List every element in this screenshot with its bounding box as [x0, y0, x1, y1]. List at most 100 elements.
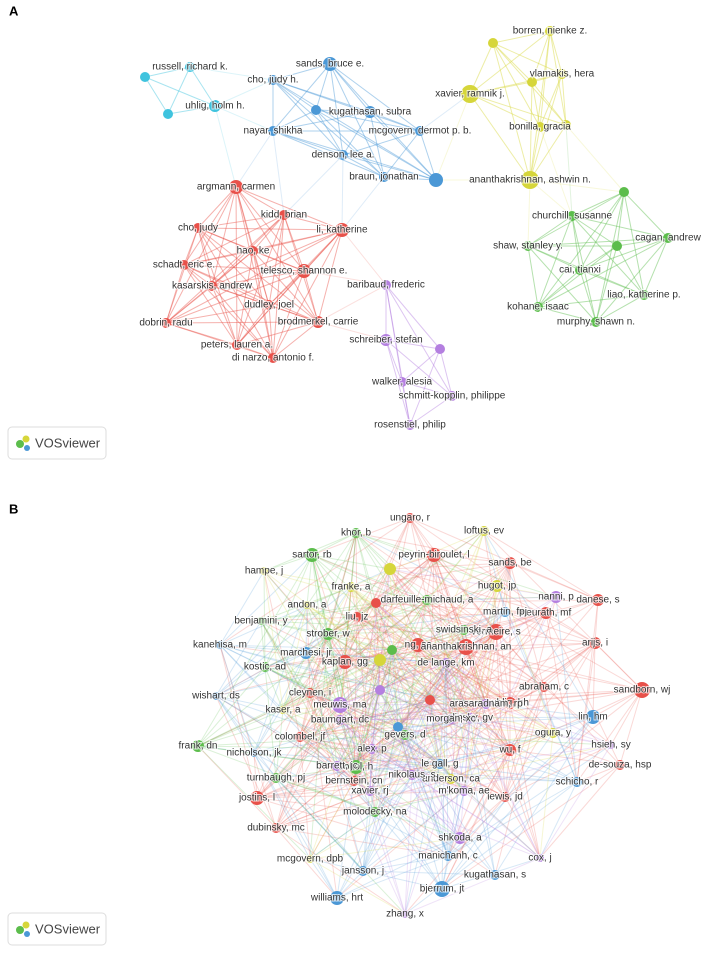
- edge: [165, 264, 185, 324]
- edge: [383, 176, 437, 181]
- edge: [219, 517, 411, 646]
- edge: [379, 659, 431, 701]
- node: [260, 662, 270, 672]
- edge: [282, 709, 355, 782]
- edge: [197, 666, 266, 747]
- node-label: churchill, susanne: [532, 211, 612, 222]
- node: [446, 714, 456, 724]
- edge: [275, 704, 341, 829]
- edge: [260, 599, 428, 622]
- edge: [391, 649, 511, 751]
- edge: [339, 659, 381, 706]
- node: [447, 391, 457, 401]
- edge: [576, 764, 621, 783]
- edge: [183, 264, 274, 359]
- node: [322, 628, 334, 640]
- edge: [327, 633, 341, 706]
- edge: [336, 837, 461, 899]
- edge: [469, 717, 496, 876]
- edge: [306, 604, 357, 768]
- edge: [429, 699, 452, 780]
- node: [575, 265, 585, 275]
- edge: [426, 596, 557, 601]
- edge: [336, 732, 554, 767]
- edge: [183, 264, 270, 306]
- edge: [264, 666, 487, 705]
- node-label: sandborn, wj: [614, 685, 671, 696]
- edge: [327, 633, 371, 792]
- node-label: kaplan, gg: [322, 657, 368, 668]
- edge: [463, 629, 545, 688]
- node-label: peyrin-biroulet, l: [398, 550, 469, 561]
- edge: [215, 695, 284, 711]
- edge: [253, 752, 441, 765]
- node-label: sokol, h: [339, 762, 373, 773]
- edge: [339, 719, 443, 890]
- edge: [362, 649, 393, 872]
- edge: [463, 562, 511, 631]
- node-label: murphy, shawn n.: [557, 317, 635, 328]
- edge: [579, 269, 597, 323]
- node: [161, 318, 171, 328]
- edge: [429, 699, 554, 734]
- edge: [264, 666, 277, 779]
- edge: [272, 63, 331, 132]
- edge: [215, 620, 262, 697]
- node-label: darfeuille-michaud, a: [381, 595, 474, 606]
- node-label: bernstein, cn: [325, 776, 382, 787]
- edge: [492, 42, 563, 75]
- edge: [465, 646, 511, 751]
- edge: [433, 554, 452, 720]
- edge: [379, 689, 511, 751]
- node: [490, 870, 500, 880]
- edge: [537, 269, 581, 308]
- node: [639, 290, 649, 300]
- edge: [369, 748, 373, 792]
- edge: [309, 646, 467, 694]
- node-label: hugot, jp: [478, 581, 517, 592]
- edge: [409, 517, 452, 720]
- node: [634, 682, 650, 698]
- edge: [429, 699, 441, 765]
- edge: [445, 662, 511, 704]
- edge: [219, 644, 381, 691]
- node-label: cai, tianxi: [559, 265, 601, 276]
- edge: [339, 699, 431, 706]
- edge: [339, 704, 371, 792]
- edge: [375, 602, 441, 765]
- edge: [374, 649, 393, 813]
- edge: [495, 631, 621, 766]
- edge: [469, 93, 541, 128]
- frame: A VOSviewer B VOSviewer: [7, 3, 107, 946]
- edge: [264, 532, 357, 668]
- edge: [545, 612, 596, 644]
- edge: [272, 63, 331, 81]
- edge: [144, 66, 191, 78]
- node-label: lin, hm: [578, 712, 607, 723]
- edge: [355, 532, 471, 719]
- edge: [374, 790, 465, 813]
- edge: [355, 718, 452, 768]
- edge: [339, 719, 461, 839]
- edge: [311, 554, 357, 768]
- edge: [165, 227, 199, 324]
- edge: [375, 599, 428, 604]
- node-label: baribaud, frederic: [347, 280, 425, 291]
- edge: [385, 339, 453, 397]
- edge: [353, 649, 393, 782]
- edge: [529, 124, 567, 181]
- edge: [356, 616, 447, 664]
- edge: [463, 744, 612, 792]
- watermark-logo: [16, 926, 24, 934]
- edge: [379, 517, 411, 661]
- edge: [336, 855, 449, 899]
- node: [411, 638, 425, 652]
- edge: [463, 596, 557, 792]
- edge: [219, 644, 376, 813]
- edge: [263, 554, 313, 572]
- edge: [264, 666, 399, 728]
- edge: [417, 644, 511, 704]
- edge: [327, 629, 465, 635]
- edge: [309, 858, 338, 899]
- edge: [167, 105, 216, 115]
